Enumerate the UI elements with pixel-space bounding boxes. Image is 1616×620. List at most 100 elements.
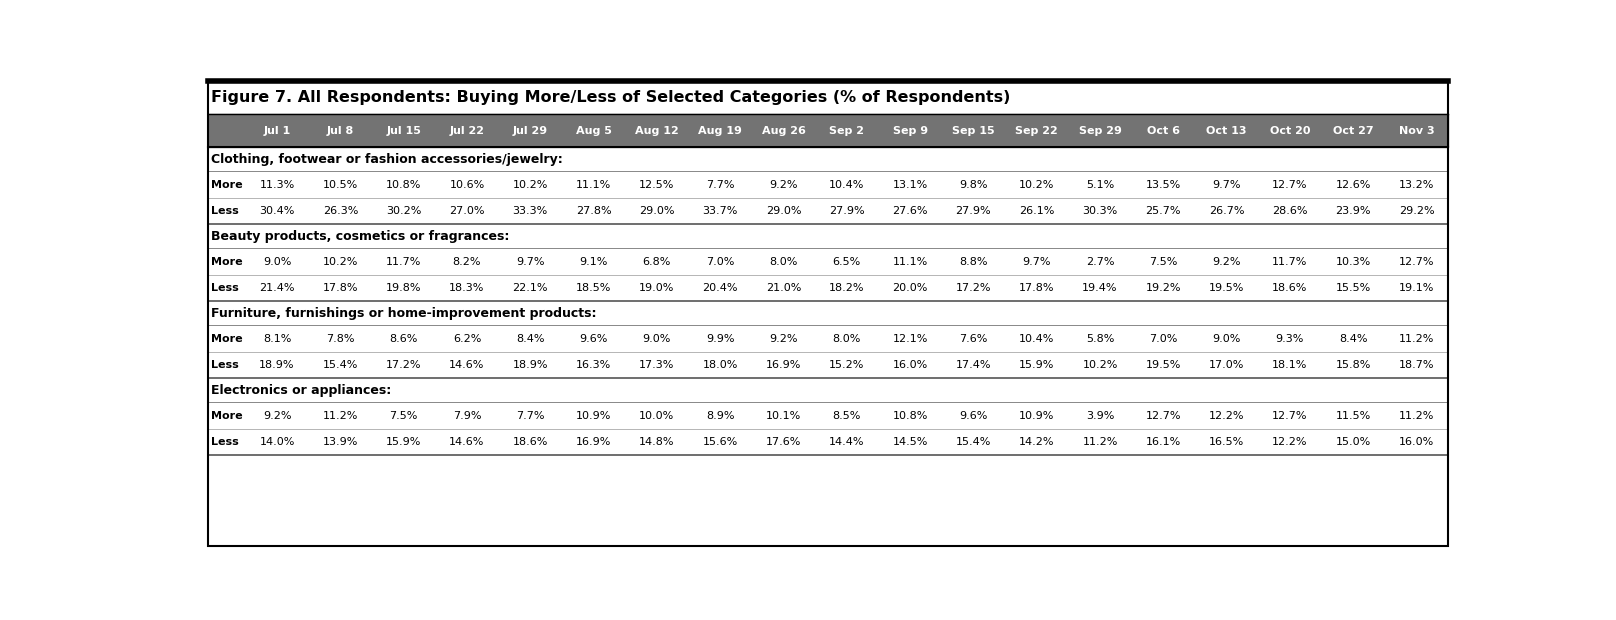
Text: Oct 6: Oct 6: [1147, 126, 1180, 136]
Text: 9.0%: 9.0%: [263, 257, 291, 267]
Text: 9.3%: 9.3%: [1275, 334, 1304, 343]
Text: 5.8%: 5.8%: [1086, 334, 1113, 343]
Text: 8.2%: 8.2%: [452, 257, 482, 267]
Text: 17.2%: 17.2%: [955, 283, 991, 293]
Text: 17.0%: 17.0%: [1209, 360, 1244, 370]
Text: Sep 15: Sep 15: [952, 126, 995, 136]
Text: 10.8%: 10.8%: [892, 410, 928, 420]
Text: 16.1%: 16.1%: [1146, 436, 1181, 446]
Text: 8.0%: 8.0%: [769, 257, 798, 267]
Text: 14.6%: 14.6%: [449, 360, 485, 370]
Text: 9.7%: 9.7%: [1023, 257, 1050, 267]
Text: 10.6%: 10.6%: [449, 180, 485, 190]
Text: 13.1%: 13.1%: [892, 180, 928, 190]
Text: 15.9%: 15.9%: [386, 436, 422, 446]
Text: 10.9%: 10.9%: [575, 410, 611, 420]
Text: 12.6%: 12.6%: [1335, 180, 1370, 190]
Text: 7.0%: 7.0%: [706, 257, 734, 267]
Text: 8.0%: 8.0%: [832, 334, 861, 343]
Text: 26.7%: 26.7%: [1209, 206, 1244, 216]
Text: 19.4%: 19.4%: [1083, 283, 1118, 293]
Text: Jul 1: Jul 1: [263, 126, 291, 136]
Text: Aug 12: Aug 12: [635, 126, 679, 136]
Text: 16.5%: 16.5%: [1209, 436, 1244, 446]
Text: 19.1%: 19.1%: [1399, 283, 1435, 293]
Text: Sep 2: Sep 2: [829, 126, 865, 136]
Text: 10.4%: 10.4%: [1020, 334, 1054, 343]
Text: 12.2%: 12.2%: [1209, 410, 1244, 420]
Text: 11.1%: 11.1%: [892, 257, 928, 267]
Text: Figure 7. All Respondents: Buying More/Less of Selected Categories (% of Respond: Figure 7. All Respondents: Buying More/L…: [212, 90, 1010, 105]
Text: 11.2%: 11.2%: [1399, 334, 1435, 343]
Text: 9.1%: 9.1%: [580, 257, 608, 267]
Text: 14.0%: 14.0%: [259, 436, 294, 446]
Text: 7.8%: 7.8%: [326, 334, 354, 343]
Text: 15.4%: 15.4%: [955, 436, 991, 446]
Text: 27.9%: 27.9%: [829, 206, 865, 216]
Text: 11.2%: 11.2%: [323, 410, 359, 420]
Text: 26.1%: 26.1%: [1020, 206, 1054, 216]
Text: 12.1%: 12.1%: [892, 334, 928, 343]
Text: Less: Less: [212, 206, 239, 216]
Text: 8.8%: 8.8%: [960, 257, 987, 267]
Text: 20.4%: 20.4%: [703, 283, 739, 293]
Text: 18.6%: 18.6%: [512, 436, 548, 446]
Text: Aug 19: Aug 19: [698, 126, 742, 136]
Text: 9.7%: 9.7%: [516, 257, 545, 267]
Text: 10.9%: 10.9%: [1020, 410, 1054, 420]
Text: 15.2%: 15.2%: [829, 360, 865, 370]
Text: 21.0%: 21.0%: [766, 283, 802, 293]
Text: Oct 20: Oct 20: [1270, 126, 1311, 136]
Text: 33.3%: 33.3%: [512, 206, 548, 216]
Text: Jul 29: Jul 29: [512, 126, 548, 136]
Text: Sep 9: Sep 9: [892, 126, 928, 136]
Text: Aug 5: Aug 5: [575, 126, 611, 136]
Text: 12.7%: 12.7%: [1399, 257, 1435, 267]
Text: 11.2%: 11.2%: [1083, 436, 1118, 446]
Text: 14.2%: 14.2%: [1020, 436, 1055, 446]
Text: 12.7%: 12.7%: [1272, 410, 1307, 420]
Text: 29.0%: 29.0%: [640, 206, 674, 216]
Text: 12.7%: 12.7%: [1272, 180, 1307, 190]
Text: 20.0%: 20.0%: [892, 283, 928, 293]
Text: 11.7%: 11.7%: [386, 257, 422, 267]
Text: 10.3%: 10.3%: [1335, 257, 1370, 267]
Text: 18.9%: 18.9%: [259, 360, 294, 370]
Text: 16.0%: 16.0%: [1399, 436, 1433, 446]
Text: 15.9%: 15.9%: [1020, 360, 1054, 370]
Text: Jul 8: Jul 8: [326, 126, 354, 136]
Text: More: More: [212, 257, 242, 267]
Text: 16.0%: 16.0%: [892, 360, 928, 370]
Text: 17.3%: 17.3%: [640, 360, 674, 370]
Text: 14.8%: 14.8%: [640, 436, 674, 446]
Text: 17.8%: 17.8%: [1020, 283, 1055, 293]
Text: 27.0%: 27.0%: [449, 206, 485, 216]
Text: 9.0%: 9.0%: [1212, 334, 1241, 343]
Text: 6.2%: 6.2%: [452, 334, 482, 343]
Text: 19.5%: 19.5%: [1209, 283, 1244, 293]
Text: 13.5%: 13.5%: [1146, 180, 1181, 190]
Text: 30.3%: 30.3%: [1083, 206, 1118, 216]
Text: 18.7%: 18.7%: [1399, 360, 1435, 370]
Text: 17.2%: 17.2%: [386, 360, 422, 370]
Text: 33.7%: 33.7%: [703, 206, 739, 216]
Text: Aug 26: Aug 26: [761, 126, 805, 136]
Text: 10.4%: 10.4%: [829, 180, 865, 190]
Text: 19.2%: 19.2%: [1146, 283, 1181, 293]
Text: More: More: [212, 180, 242, 190]
Text: Jul 15: Jul 15: [386, 126, 422, 136]
Text: 16.3%: 16.3%: [575, 360, 611, 370]
Text: 8.5%: 8.5%: [832, 410, 861, 420]
Text: Beauty products, cosmetics or fragrances:: Beauty products, cosmetics or fragrances…: [212, 229, 509, 242]
Text: 12.5%: 12.5%: [640, 180, 674, 190]
Text: 11.2%: 11.2%: [1399, 410, 1435, 420]
Text: 18.9%: 18.9%: [512, 360, 548, 370]
Text: 11.5%: 11.5%: [1335, 410, 1370, 420]
Text: 10.2%: 10.2%: [1020, 180, 1054, 190]
Text: Sep 22: Sep 22: [1015, 126, 1058, 136]
Text: Less: Less: [212, 360, 239, 370]
Text: 10.2%: 10.2%: [1083, 360, 1118, 370]
Text: 8.1%: 8.1%: [263, 334, 291, 343]
Text: 13.9%: 13.9%: [323, 436, 359, 446]
Text: 30.4%: 30.4%: [259, 206, 294, 216]
